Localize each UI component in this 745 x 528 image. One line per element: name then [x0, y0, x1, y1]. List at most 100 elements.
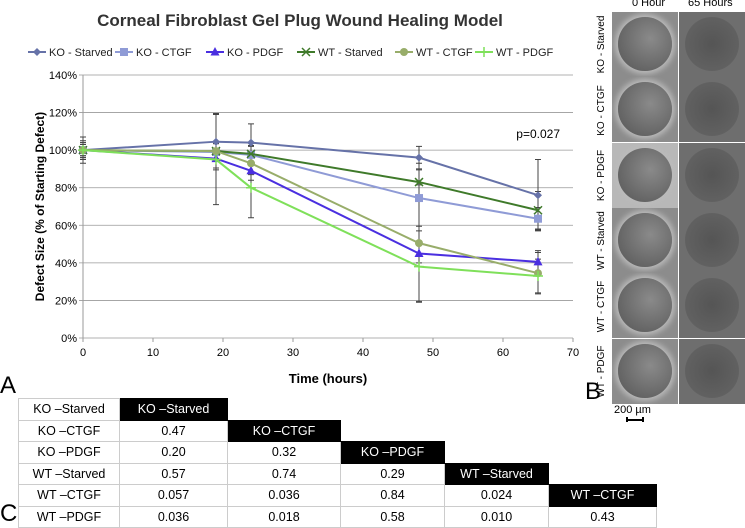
micrograph-row	[612, 273, 745, 339]
x-tick-label: 20	[217, 347, 229, 359]
table-cell: 0.036	[227, 484, 341, 507]
y-tick-label: 0%	[61, 333, 77, 345]
chart-title: Corneal Fibroblast Gel Plug Wound Healin…	[97, 11, 503, 30]
x-tick-label: 10	[147, 347, 159, 359]
wound-defect	[685, 343, 739, 398]
series-line-3	[82, 149, 539, 212]
data-point	[246, 182, 256, 193]
table-cell: WT –Starved	[18, 462, 120, 485]
data-point	[415, 194, 423, 203]
wound-defect	[685, 17, 739, 71]
table-cell: 0.20	[119, 441, 228, 464]
table-row: WT –Starved 0.57 0.74 0.29 WT –Starved	[18, 462, 657, 485]
y-tick-label: 100%	[49, 145, 77, 157]
table-header-cell: WT –CTGF	[548, 484, 657, 507]
micrograph-grid	[612, 12, 745, 404]
p-value-annotation: p=0.027	[516, 127, 560, 141]
empty-cell	[228, 399, 341, 421]
micrograph-0h	[612, 338, 678, 404]
data-point	[415, 239, 423, 248]
empty-cell	[549, 420, 657, 442]
legend-marker	[120, 48, 128, 56]
panel-label-a: A	[0, 372, 17, 399]
data-point	[414, 177, 424, 187]
micrograph-65h	[679, 273, 745, 339]
wound-defect	[618, 17, 672, 71]
table-cell: 0.43	[548, 505, 657, 528]
data-point	[246, 149, 256, 159]
series-line-4	[82, 149, 539, 275]
empty-cell	[549, 399, 657, 421]
empty-cell	[445, 442, 549, 464]
micrograph-65h	[679, 77, 745, 143]
wound-defect	[618, 278, 672, 333]
legend-marker	[400, 48, 408, 56]
y-tick-label: 60%	[55, 220, 77, 232]
column-header-65h: 65 Hours	[688, 0, 733, 9]
x-tick-label: 30	[287, 347, 299, 359]
line-chart: Corneal Fibroblast Gel Plug Wound Healin…	[28, 11, 579, 386]
micrograph-row-label: WT - CTGF	[596, 280, 607, 332]
legend-marker	[479, 47, 489, 57]
panel-label-c: C	[0, 500, 18, 527]
table-header-cell: WT –Starved	[444, 462, 549, 485]
data-point	[247, 138, 255, 147]
table-cell: 0.58	[340, 505, 445, 528]
empty-cell	[549, 442, 657, 464]
data-point	[211, 154, 221, 165]
table-cell: WT –PDGF	[18, 505, 120, 528]
wound-defect	[618, 212, 672, 267]
table-row: KO –Starved KO –Starved	[18, 398, 657, 421]
micrograph-row-label: WT - PDGF	[596, 345, 607, 398]
data-point	[414, 248, 424, 257]
table-row: KO –CTGF 0.47 KO –CTGF	[18, 419, 657, 442]
empty-cell	[445, 399, 549, 421]
micrograph-row	[612, 142, 745, 208]
wound-defect	[685, 278, 739, 333]
wound-defect	[685, 212, 739, 267]
table-cell: 0.036	[119, 505, 228, 528]
micrograph-65h	[679, 338, 745, 404]
data-point	[212, 147, 220, 156]
wound-defect	[685, 147, 739, 202]
empty-cell	[549, 463, 657, 485]
table-header-cell: KO –CTGF	[227, 419, 341, 442]
empty-cell	[341, 399, 445, 421]
data-point	[246, 165, 256, 175]
data-point	[533, 271, 543, 282]
table-row: WT –CTGF 0.057 0.036 0.84 0.024 WT –CTGF	[18, 484, 657, 507]
empty-cell	[341, 420, 445, 442]
y-tick-label: 20%	[55, 295, 77, 307]
micrograph-row-label: KO - PDGF	[596, 149, 607, 201]
micrograph-row	[612, 12, 745, 77]
table-cell: KO –PDGF	[18, 441, 120, 464]
micrograph-0h	[612, 207, 678, 273]
micrograph-0h	[612, 12, 678, 77]
x-axis-label: Time (hours)	[289, 371, 368, 386]
scale-bar-label: 200 µm	[614, 404, 651, 416]
legend-marker	[301, 47, 311, 57]
micrograph-row	[612, 77, 745, 143]
micrograph-row-label: WT - Starved	[596, 211, 607, 271]
legend-entry: KO - Starved	[49, 47, 113, 59]
legend-entry: KO - CTGF	[136, 47, 192, 59]
legend-entry: KO - PDGF	[227, 47, 284, 59]
legend-marker	[33, 48, 41, 56]
legend-marker	[210, 47, 220, 56]
table-cell: 0.29	[340, 462, 445, 485]
y-tick-label: 140%	[49, 70, 77, 82]
table-row: KO –PDGF 0.20 0.32 KO –PDGF	[18, 441, 657, 464]
table-cell: 0.74	[227, 462, 341, 485]
micrograph-0h	[612, 77, 678, 143]
x-tick-label: 70	[567, 347, 579, 359]
table-cell: KO –CTGF	[18, 419, 120, 442]
micrograph-row	[612, 207, 745, 273]
legend-entry: WT - PDGF	[496, 47, 554, 59]
empty-cell	[445, 420, 549, 442]
table-cell: 0.57	[119, 462, 228, 485]
table-cell: 0.47	[119, 419, 228, 442]
micrograph-row	[612, 338, 745, 404]
pvalue-table: KO –Starved KO –Starved KO –CTGF 0.47 KO –CT…	[18, 398, 657, 528]
x-tick-label: 40	[357, 347, 369, 359]
table-cell: WT –CTGF	[18, 484, 120, 507]
